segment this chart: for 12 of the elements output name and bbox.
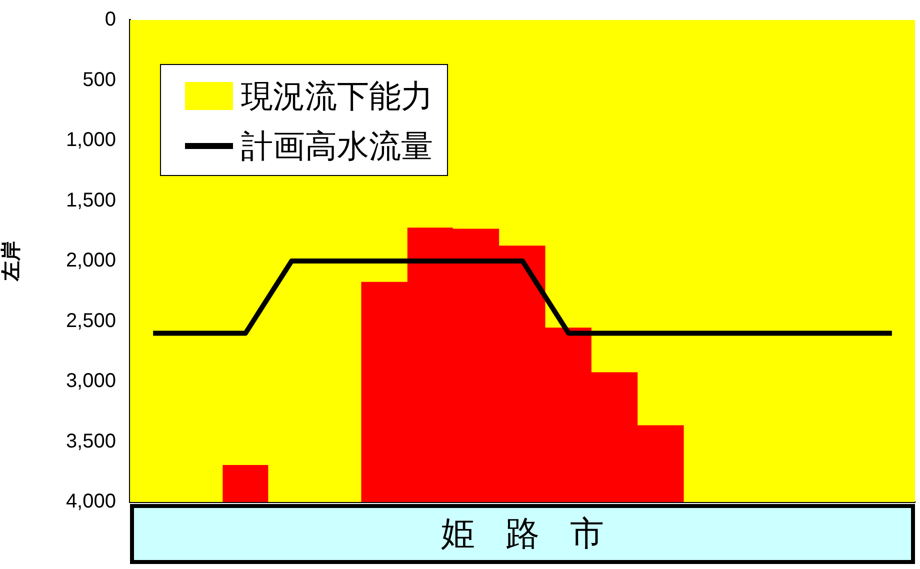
y-tick-label: 500 <box>82 68 116 91</box>
y-tick-label: 1,500 <box>66 189 116 212</box>
y-axis-title: 左岸 <box>0 241 23 282</box>
y-tick-label: 3,500 <box>66 430 116 452</box>
y-tick-label: 2,000 <box>66 250 116 272</box>
y-tick-label: 3,000 <box>66 370 116 392</box>
y-tick-label: 2,500 <box>66 310 116 332</box>
legend-label: 現況流下能力 <box>241 77 433 116</box>
legend-label: 計画高水流量 <box>241 127 433 166</box>
y-tick-label: 0 <box>104 8 116 31</box>
y-tick-label: 4,000 <box>66 490 116 513</box>
y-tick-label: 1,000 <box>66 129 116 152</box>
